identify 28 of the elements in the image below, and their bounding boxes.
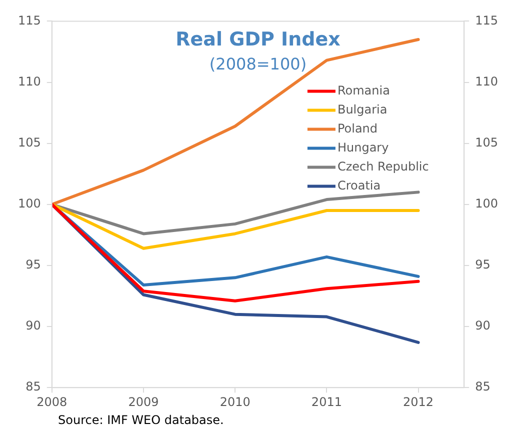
x-tick-label: 2009 [128, 394, 159, 409]
y2-tick-label: 85 [475, 380, 490, 394]
y2-tick-label: 105 [475, 135, 498, 150]
x-tick-label: 2010 [220, 394, 250, 409]
y-tick-label: 90 [26, 318, 41, 333]
legend-label: Romania [337, 83, 390, 98]
chart-title: Real GDP Index [176, 28, 340, 51]
legend-label: Hungary [337, 140, 389, 154]
y2-tick-label: 115 [475, 13, 498, 28]
legend-label: Czech Republic [337, 159, 429, 174]
y-tick-label: 105 [18, 135, 41, 150]
text: (2008=100) [209, 54, 307, 74]
legend-label: Poland [337, 121, 378, 136]
y2-tick-label: 110 [475, 74, 498, 88]
y-tick-label: 100 [18, 196, 41, 211]
x-tick-label: 2011 [311, 394, 342, 409]
y-tick-label: 110 [18, 74, 41, 88]
y2-tick-label: 100 [475, 196, 498, 211]
x-tick-label: 2012 [403, 394, 434, 409]
y-tick-label: 115 [18, 13, 41, 28]
y-tick-label: 95 [26, 258, 41, 272]
legend-label: Bulgaria [337, 102, 388, 116]
y-tick-label: 85 [26, 380, 41, 394]
legend-label: Croatia [337, 178, 381, 192]
y2-tick-label: 95 [475, 258, 490, 272]
y2-tick-label: 90 [475, 318, 490, 333]
source-note: Source: IMF WEO database. [58, 413, 225, 427]
x-tick-label: 2008 [36, 394, 68, 409]
